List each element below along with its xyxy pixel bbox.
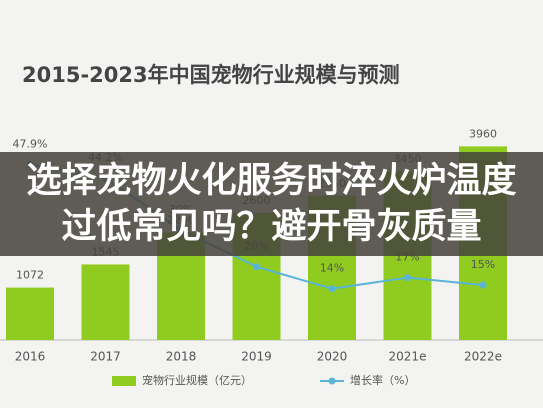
growth-label: 47.9% <box>13 137 48 150</box>
bar <box>6 287 54 340</box>
x-tick-label: 2022e <box>464 350 502 364</box>
bar-label: 1072 <box>16 269 44 282</box>
growth-point <box>253 263 260 271</box>
overlay-banner: 选择宠物火化服务时淬火炉温度过低常见吗？避开骨灰质量 <box>0 152 543 256</box>
overlay-text: 选择宠物火化服务时淬火炉温度过低常见吗？避开骨灰质量 <box>26 161 517 247</box>
legend-label: 宠物行业规模（亿元） <box>142 373 252 387</box>
growth-label: 14% <box>320 262 344 275</box>
bar <box>81 264 130 340</box>
chart-title: 2015-2023年中国宠物行业规模与预测 <box>22 63 400 87</box>
x-tick-label: 2021e <box>389 350 427 364</box>
growth-point <box>479 281 487 289</box>
x-tick-label: 2016 <box>15 350 46 364</box>
growth-point <box>328 285 336 293</box>
x-tick-label: 2017 <box>90 350 121 364</box>
legend-dot <box>328 377 336 385</box>
legend-swatch <box>112 376 136 386</box>
growth-label: 15% <box>471 258 495 271</box>
x-tick-label: 2020 <box>317 350 348 364</box>
x-tick-label: 2019 <box>241 350 272 364</box>
x-tick-label: 2018 <box>166 350 197 364</box>
growth-point <box>404 274 411 282</box>
legend-label: 增长率（%） <box>350 373 415 387</box>
bar-label: 3960 <box>469 127 497 140</box>
